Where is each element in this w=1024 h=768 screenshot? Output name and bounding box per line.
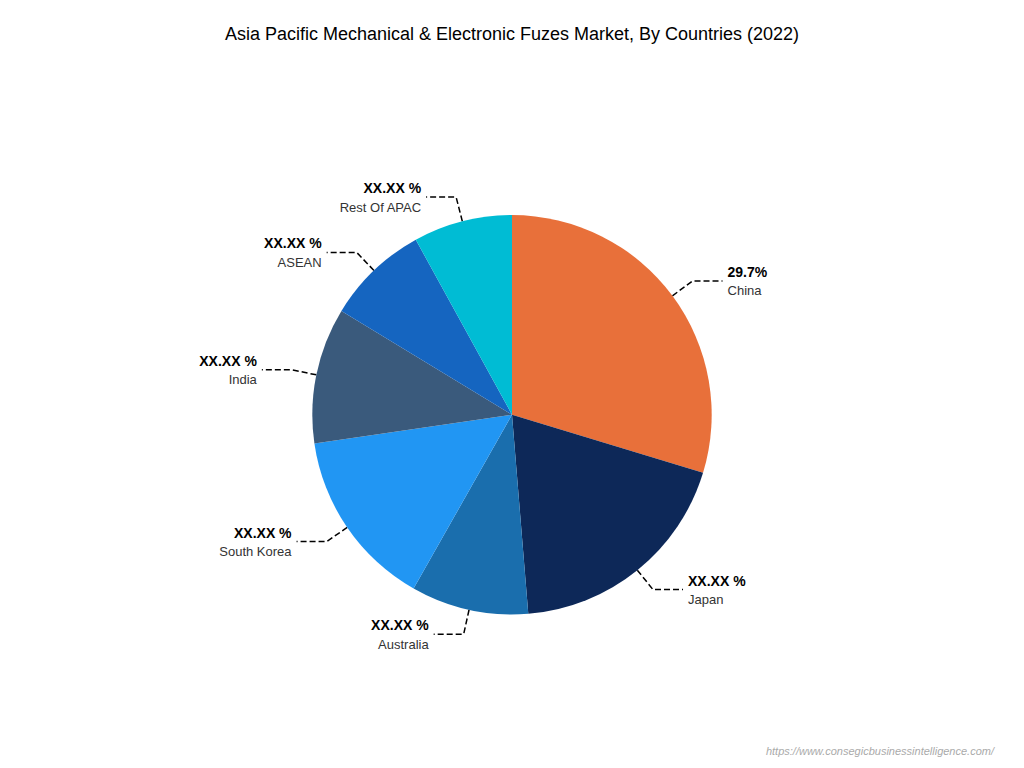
svg-text:XX.XX %: XX.XX % bbox=[234, 525, 292, 541]
svg-text:Japan: Japan bbox=[688, 592, 723, 607]
svg-text:XX.XX %: XX.XX % bbox=[688, 573, 746, 589]
svg-text:ASEAN: ASEAN bbox=[278, 255, 322, 270]
svg-text:China: China bbox=[728, 283, 763, 298]
svg-text:Australia: Australia bbox=[378, 637, 429, 652]
svg-text:XX.XX %: XX.XX % bbox=[364, 180, 422, 196]
svg-text:XX.XX %: XX.XX % bbox=[264, 235, 322, 251]
svg-text:XX.XX %: XX.XX % bbox=[371, 617, 429, 633]
svg-text:India: India bbox=[229, 372, 258, 387]
svg-text:https://www.consegicbusinessin: https://www.consegicbusinessintelligence… bbox=[766, 745, 995, 757]
svg-text:Rest Of APAC: Rest Of APAC bbox=[340, 200, 421, 215]
svg-text:29.7%: 29.7% bbox=[728, 264, 768, 280]
svg-text:South Korea: South Korea bbox=[219, 544, 292, 559]
svg-text:XX.XX %: XX.XX % bbox=[199, 353, 257, 369]
svg-text:Asia Pacific Mechanical & Elec: Asia Pacific Mechanical & Electronic Fuz… bbox=[225, 24, 799, 44]
